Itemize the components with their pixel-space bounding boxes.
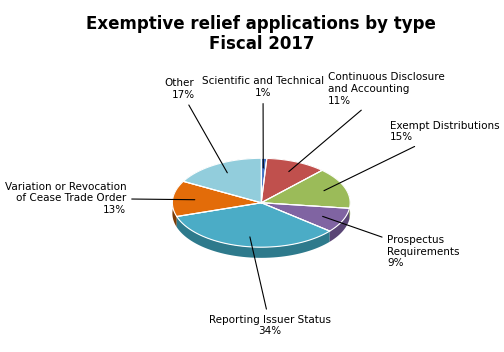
Polygon shape <box>261 158 267 203</box>
Polygon shape <box>330 208 349 242</box>
Polygon shape <box>261 158 322 203</box>
Text: Prospectus
Requirements
9%: Prospectus Requirements 9% <box>323 216 460 268</box>
Title: Exemptive relief applications by type
Fiscal 2017: Exemptive relief applications by type Fi… <box>86 15 436 54</box>
Polygon shape <box>177 203 330 247</box>
Text: Continuous Disclosure
and Accounting
11%: Continuous Disclosure and Accounting 11% <box>289 73 445 171</box>
Polygon shape <box>183 158 261 203</box>
Polygon shape <box>172 181 183 227</box>
Polygon shape <box>183 158 261 192</box>
Text: Variation or Revocation
of Cease Trade Order
13%: Variation or Revocation of Cease Trade O… <box>5 182 195 215</box>
Polygon shape <box>322 170 350 219</box>
Text: Other
17%: Other 17% <box>165 78 227 173</box>
Polygon shape <box>172 181 261 216</box>
Polygon shape <box>267 158 322 181</box>
Polygon shape <box>261 203 349 231</box>
Polygon shape <box>261 170 350 208</box>
Text: Exempt Distributions
15%: Exempt Distributions 15% <box>324 121 500 191</box>
Text: Scientific and Technical
1%: Scientific and Technical 1% <box>202 76 324 168</box>
Polygon shape <box>177 216 330 258</box>
Polygon shape <box>261 158 267 169</box>
Text: Reporting Issuer Status
34%: Reporting Issuer Status 34% <box>209 237 331 336</box>
